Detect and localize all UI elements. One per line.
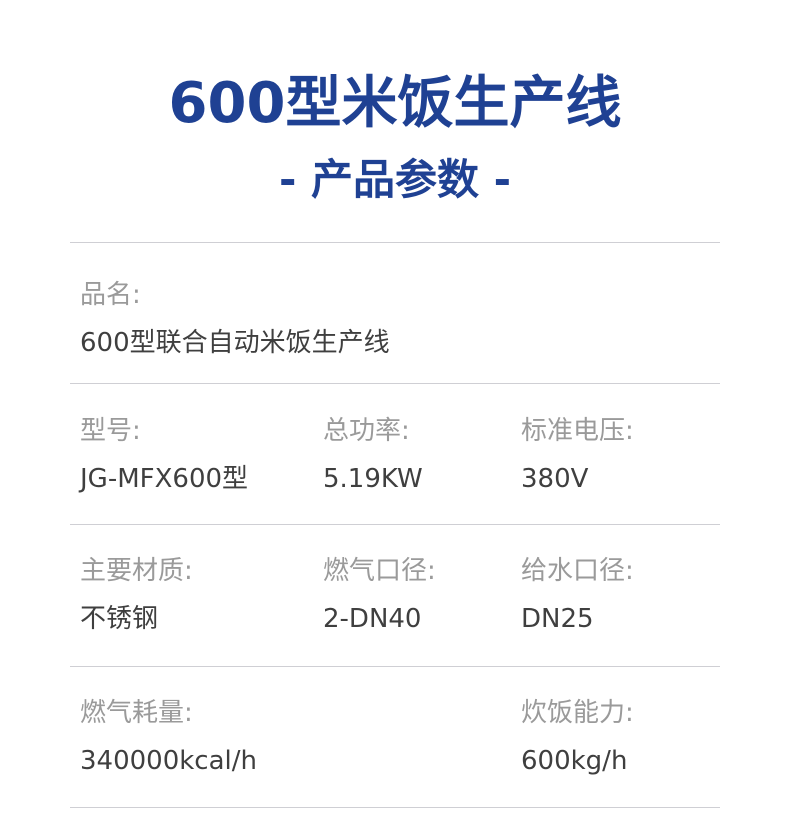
param-model: 型号: JG-MFX600型 [80,414,248,496]
param-value: DN25 [521,604,594,634]
param-gas-consumption: 燃气耗量: 340000kcal/h [80,696,257,778]
param-label: 总功率: [323,416,410,446]
param-capacity: 炊饭能力: 600kg/h [521,696,634,778]
param-voltage: 标准电压: 380V [521,414,634,496]
divider [70,524,720,525]
param-product-name: 品名: 600型联合自动米饭生产线 [80,278,390,360]
param-label: 型号: [80,416,141,446]
param-value: 380V [521,464,589,494]
param-gas-diameter: 燃气口径: 2-DN40 [323,554,436,636]
param-label: 标准电压: [521,416,634,446]
param-value: 600型联合自动米饭生产线 [80,328,390,358]
param-label: 燃气耗量: [80,698,193,728]
param-total-power: 总功率: 5.19KW [323,414,423,496]
divider [70,242,720,243]
param-value: 600kg/h [521,746,628,776]
param-label: 品名: [80,280,141,310]
param-value: 340000kcal/h [80,746,257,776]
page-subtitle: - 产品参数 - [278,155,512,204]
param-value: 5.19KW [323,464,423,494]
param-value: 不锈钢 [80,604,159,634]
param-material: 主要材质: 不锈钢 [80,554,193,636]
divider [70,383,720,384]
divider [70,666,720,667]
page-title: 600型米饭生产线 [168,71,622,136]
param-label: 主要材质: [80,556,193,586]
param-label: 炊饭能力: [521,698,634,728]
param-value: 2-DN40 [323,604,422,634]
param-label: 给水口径: [521,556,634,586]
param-value: JG-MFX600型 [80,464,249,494]
param-water-diameter: 给水口径: DN25 [521,554,634,636]
divider [70,807,720,808]
param-label: 燃气口径: [323,556,436,586]
